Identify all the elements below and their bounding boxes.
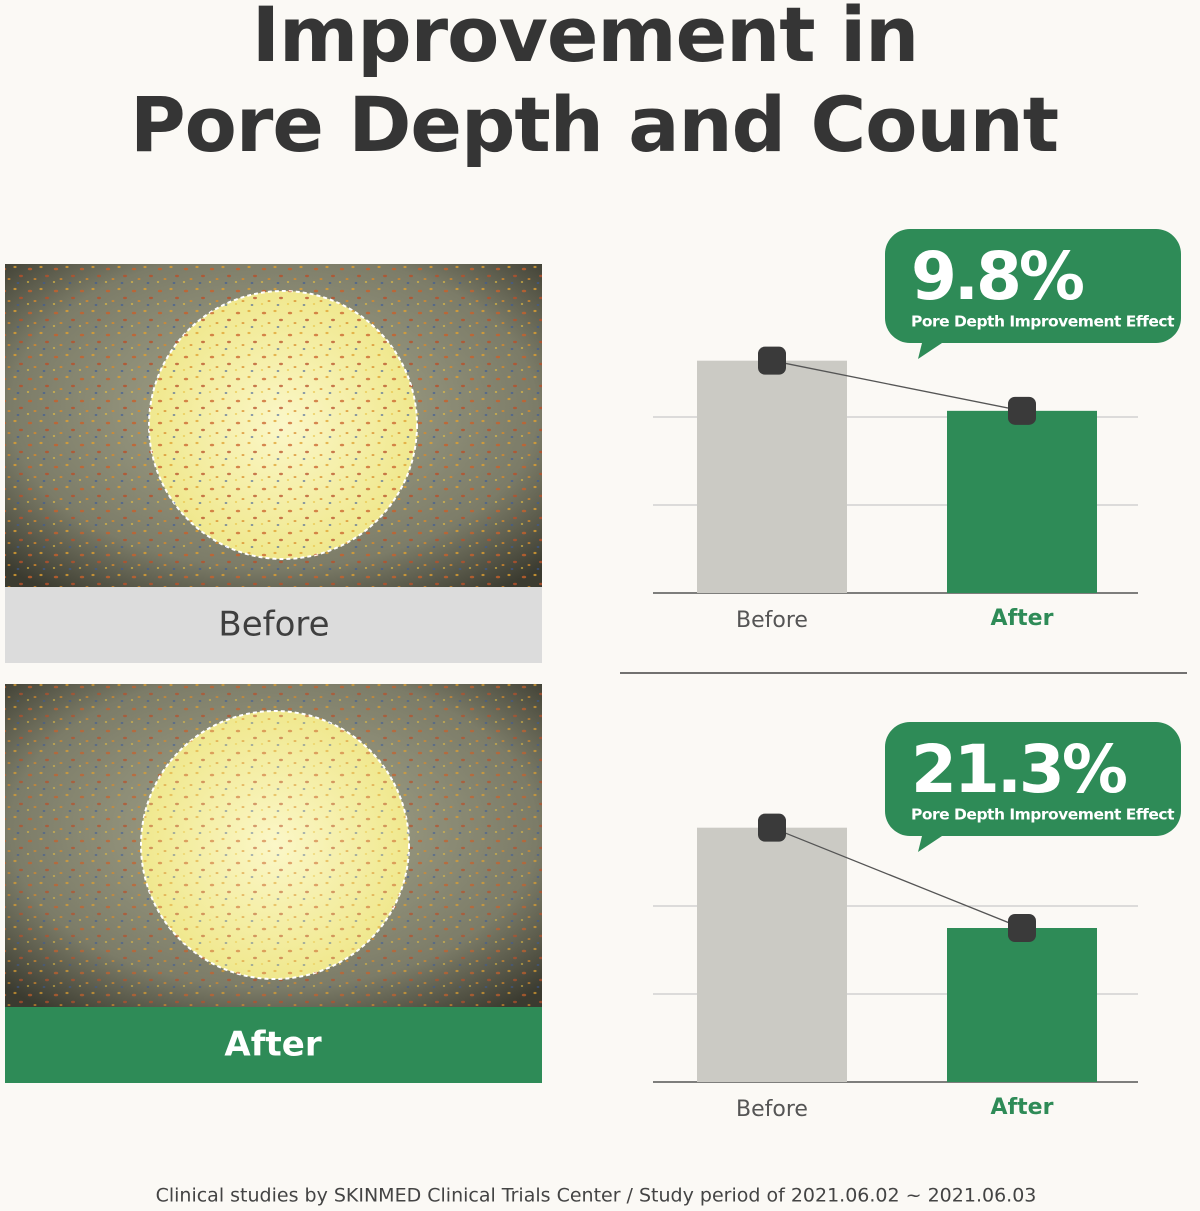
x-tick-label: Before <box>736 608 808 633</box>
callout <box>885 229 1181 359</box>
callout <box>885 722 1181 852</box>
point-marker <box>758 813 786 842</box>
point-marker <box>758 346 786 375</box>
x-tick-label: Before <box>736 1097 808 1122</box>
x-tick-label: After <box>991 1095 1054 1120</box>
panel-label: After <box>224 1025 321 1065</box>
callout-value: 9.8% <box>911 238 1084 315</box>
callout-text: Pore Depth Improvement Effect <box>911 806 1175 824</box>
title-line: Pore Depth and Count <box>130 80 1058 169</box>
trend-line <box>771 360 1023 412</box>
title-line: Improvement in <box>252 0 918 79</box>
x-tick-label: After <box>991 606 1054 631</box>
photo-after <box>5 684 542 1083</box>
point-marker <box>1008 396 1036 425</box>
photo-before <box>5 264 542 663</box>
point-marker <box>1008 914 1036 942</box>
callout-text: Pore Depth Improvement Effect <box>911 313 1175 331</box>
bar <box>947 410 1097 593</box>
trend-line <box>771 827 1023 929</box>
bar <box>697 827 847 1082</box>
callout-value: 21.3% <box>911 731 1127 808</box>
bar <box>697 360 847 593</box>
panel-label: Before <box>218 605 329 645</box>
footer: Clinical studies by SKINMED Clinical Tri… <box>156 1185 1037 1207</box>
bar <box>947 928 1097 1082</box>
